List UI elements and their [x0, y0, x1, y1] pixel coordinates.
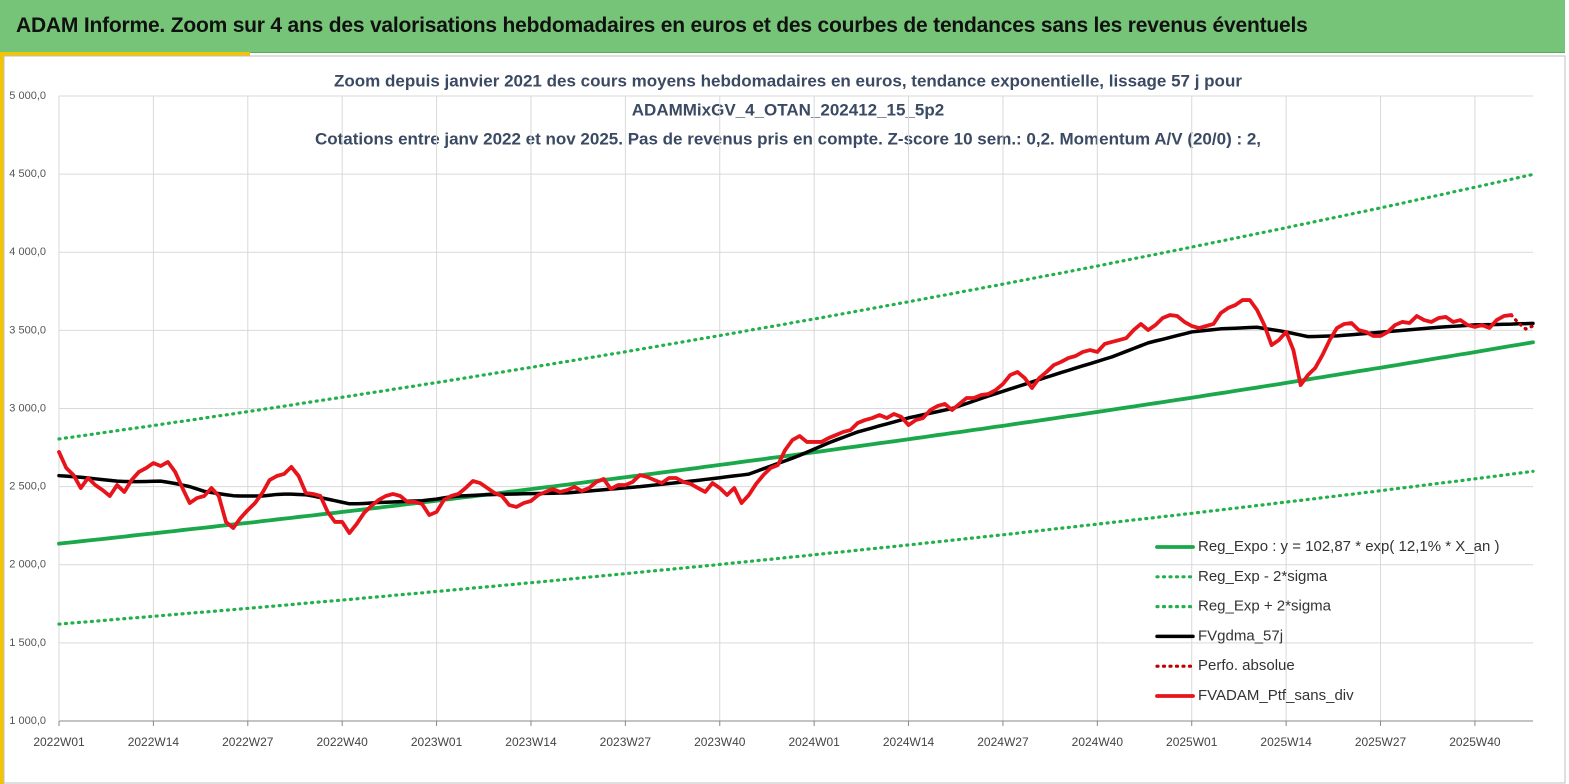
y-tick-label: 1 000,0 — [9, 715, 46, 727]
x-tick-label: 2024W40 — [1072, 735, 1124, 749]
banner-title: ADAM Informe. Zoom sur 4 ans des valoris… — [16, 14, 1308, 37]
x-tick-label: 2024W01 — [788, 735, 840, 749]
chart-frame — [3, 55, 1566, 784]
series-line — [57, 172, 1535, 441]
x-tick-label: 2025W14 — [1260, 735, 1312, 749]
x-tick-label: 2023W01 — [411, 735, 463, 749]
legend-label: Reg_Expo : y = 102,87 * exp( 12,1% * X_a… — [1198, 538, 1499, 555]
y-tick-label: 3 000,0 — [9, 402, 46, 414]
y-tick-label: 3 500,0 — [9, 324, 46, 336]
series-line — [57, 340, 1535, 546]
y-tick-label: 2 000,0 — [9, 559, 46, 571]
series-line — [57, 298, 1514, 535]
legend-label: FVgdma_57j — [1198, 627, 1283, 644]
banner: ADAM Informe. Zoom sur 4 ans des valoris… — [0, 0, 1565, 53]
y-tick-label: 4 000,0 — [9, 246, 46, 258]
legend-label: Perfo. absolue — [1198, 657, 1295, 674]
x-tick-label: 2025W27 — [1355, 735, 1407, 749]
chart-title: Cotations entre janv 2022 et nov 2025. P… — [315, 129, 1261, 148]
x-tick-label: 2022W27 — [222, 735, 274, 749]
x-tick-label: 2023W40 — [694, 735, 746, 749]
series-line — [57, 469, 1535, 626]
x-tick-label: 2022W01 — [33, 735, 85, 749]
y-tick-label: 2 500,0 — [9, 481, 46, 493]
legend-label: Reg_Exp + 2*sigma — [1198, 598, 1332, 615]
x-tick-label: 2023W27 — [600, 735, 652, 749]
chart-title: Zoom depuis janvier 2021 des cours moyen… — [334, 71, 1242, 90]
x-tick-label: 2025W40 — [1449, 735, 1501, 749]
series-line — [1509, 313, 1535, 331]
legend-label: FVADAM_Ptf_sans_div — [1198, 687, 1354, 704]
x-tick-label: 2022W40 — [316, 735, 368, 749]
x-tick-label: 2022W14 — [128, 735, 180, 749]
x-tick-label: 2023W14 — [505, 735, 557, 749]
x-tick-label: 2024W14 — [883, 735, 935, 749]
accent-border — [0, 52, 4, 784]
y-tick-label: 1 500,0 — [9, 637, 46, 649]
y-tick-label: 4 500,0 — [9, 168, 46, 180]
chart-title: ADAMMixGV_4_OTAN_202412_15_5p2 — [632, 100, 944, 119]
x-tick-label: 2024W27 — [977, 735, 1029, 749]
accent-stripe — [0, 52, 250, 56]
legend-label: Reg_Exp - 2*sigma — [1198, 568, 1328, 585]
x-tick-label: 2025W01 — [1166, 735, 1218, 749]
y-tick-label: 5 000,0 — [9, 90, 46, 102]
